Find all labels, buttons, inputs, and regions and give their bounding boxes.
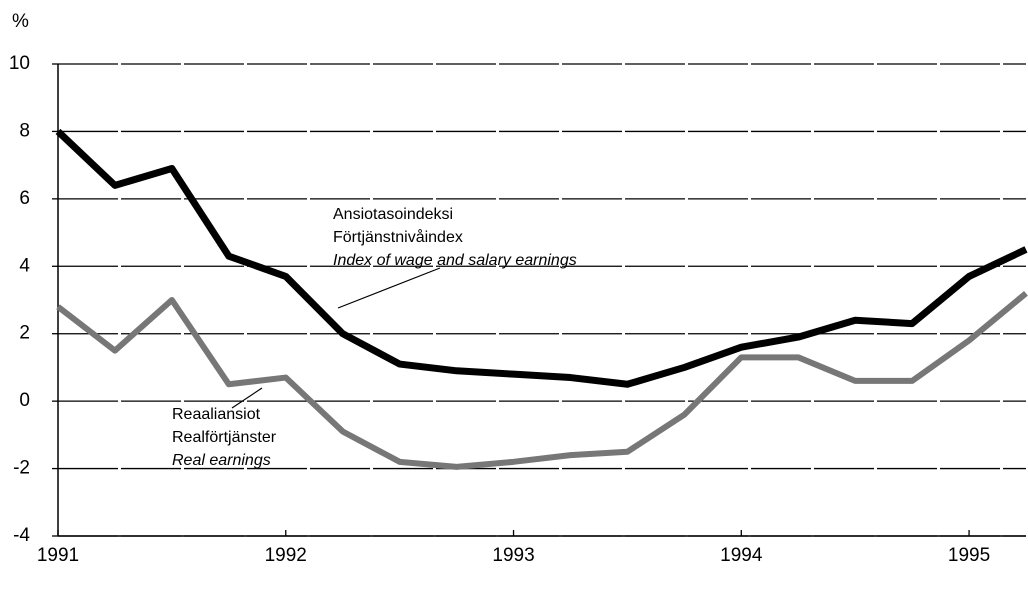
legend-label: Realförtjänster bbox=[172, 429, 277, 446]
leader-line bbox=[337, 267, 441, 309]
legend-label: Real earnings bbox=[172, 452, 271, 469]
y-tick-label: 2 bbox=[19, 323, 30, 344]
x-tick-label: 1991 bbox=[37, 545, 79, 566]
y-tick-label: 0 bbox=[19, 390, 30, 411]
x-tick-label: 1994 bbox=[720, 545, 763, 566]
x-tick-label: 1993 bbox=[492, 545, 534, 566]
legend-label: Index of wage and salary earnings bbox=[333, 252, 577, 269]
y-tick-label: -2 bbox=[13, 458, 30, 479]
y-tick-label: 6 bbox=[19, 188, 30, 209]
y-tick-label: 10 bbox=[9, 53, 30, 74]
y-tick-label: 8 bbox=[19, 120, 30, 141]
legend-label: Ansiotasoindeksi bbox=[333, 206, 453, 223]
y-tick-label: -4 bbox=[13, 525, 30, 546]
x-tick-label: 1995 bbox=[948, 545, 990, 566]
line-series bbox=[55, 128, 1028, 388]
y-tick-label: 4 bbox=[19, 255, 30, 276]
x-tick-label: 1992 bbox=[265, 545, 307, 566]
y-axis-label: % bbox=[12, 11, 29, 32]
line-series bbox=[56, 290, 1028, 470]
legend-label: Reaaliansiot bbox=[172, 406, 261, 423]
leader-line bbox=[231, 387, 263, 409]
legend-label: Förtjänstnivåindex bbox=[333, 228, 463, 246]
